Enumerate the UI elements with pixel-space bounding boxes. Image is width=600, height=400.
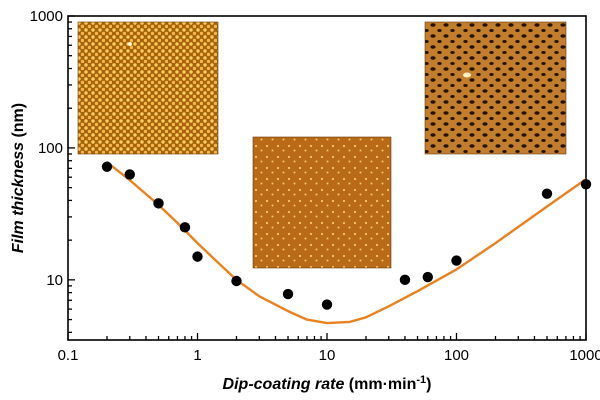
data-point xyxy=(179,222,191,233)
x-tick-label: 0.1 xyxy=(58,347,79,364)
y-axis-title: Film thickness (nm) xyxy=(10,103,27,253)
fit-curve-layer xyxy=(106,161,587,325)
y-tick-label: 1000 xyxy=(30,8,63,25)
data-point xyxy=(422,271,433,283)
data-point xyxy=(282,288,294,300)
y-tick-label: 10 xyxy=(46,272,63,289)
data-point xyxy=(101,161,113,172)
x-tick-label: 10 xyxy=(319,347,336,364)
data-point xyxy=(231,275,242,287)
data-point xyxy=(580,179,592,190)
fit-curve xyxy=(106,161,587,325)
afm-inset-low-rate xyxy=(77,21,219,155)
data-point xyxy=(399,274,411,286)
data-points xyxy=(101,161,592,310)
tick-labels: 0.1 1 10 100 1000 10 100 1000 xyxy=(30,8,600,364)
afm-inset-high-rate xyxy=(424,21,567,155)
x-tick-label: 100 xyxy=(444,347,469,364)
x-tick-label: 1000 xyxy=(569,347,600,364)
data-point xyxy=(153,198,164,209)
data-point xyxy=(321,299,333,310)
afm-inset-mid-rate xyxy=(252,136,392,269)
data-point xyxy=(192,251,203,262)
data-point xyxy=(541,188,553,199)
data-point xyxy=(451,255,462,266)
x-tick-label: 1 xyxy=(193,347,201,364)
y-tick-label: 100 xyxy=(38,140,63,157)
axis-ticks xyxy=(67,15,587,340)
data-point xyxy=(124,169,135,180)
x-axis-title: Dip-coating rate (mm·min-1) xyxy=(223,374,432,393)
